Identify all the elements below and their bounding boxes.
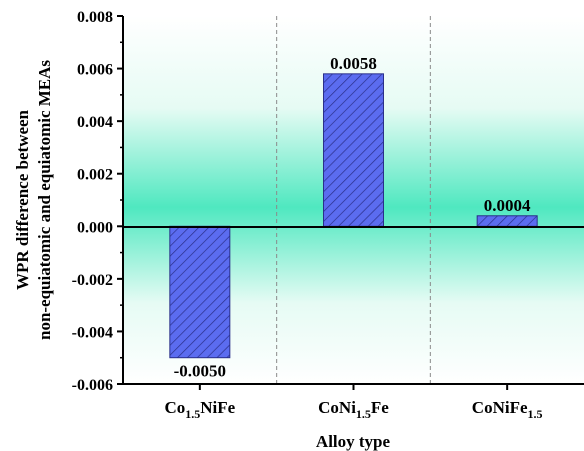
x-category-label: CoNi1.5Fe: [318, 398, 389, 421]
data-labels: -0.0050 0.0058 0.0004: [174, 54, 531, 381]
data-label: -0.0050: [174, 362, 226, 381]
x-category-label: CoNiFe1.5: [472, 398, 543, 421]
bar: [476, 215, 538, 227]
data-label: 0.0058: [330, 54, 377, 73]
bar: [323, 73, 384, 227]
y-axis-ticks: 0.008 0.006 0.004 0.002 0.000 -0.002 -0.004 -0.…: [72, 9, 123, 394]
bar: [169, 225, 231, 359]
x-category-label: Co1.5NiFe: [164, 398, 235, 421]
bars-group: [169, 73, 538, 359]
y-tick-label: 0.004: [77, 114, 113, 131]
y-tick-label: 0.006: [77, 62, 113, 79]
x-axis-title: Alloy type: [316, 432, 391, 451]
y-tick-label: 0.002: [77, 167, 113, 184]
y-tick-label: 0.000: [77, 219, 113, 236]
y-tick-label: -0.004: [72, 324, 113, 341]
data-label: 0.0004: [484, 196, 531, 215]
y-tick-label: -0.002: [72, 272, 113, 289]
y-tick-label: 0.008: [77, 9, 113, 26]
y-tick-label: -0.006: [72, 377, 113, 394]
y-axis-title-line-2: non-equiatomic and equiatomic MEAs: [35, 60, 54, 340]
category-separators: [276, 16, 431, 384]
y-axis-title-line-1: WPR difference between: [13, 109, 32, 290]
x-axis-categories: Co1.5NiFe CoNi1.5Fe CoNiFe1.5: [164, 384, 543, 421]
